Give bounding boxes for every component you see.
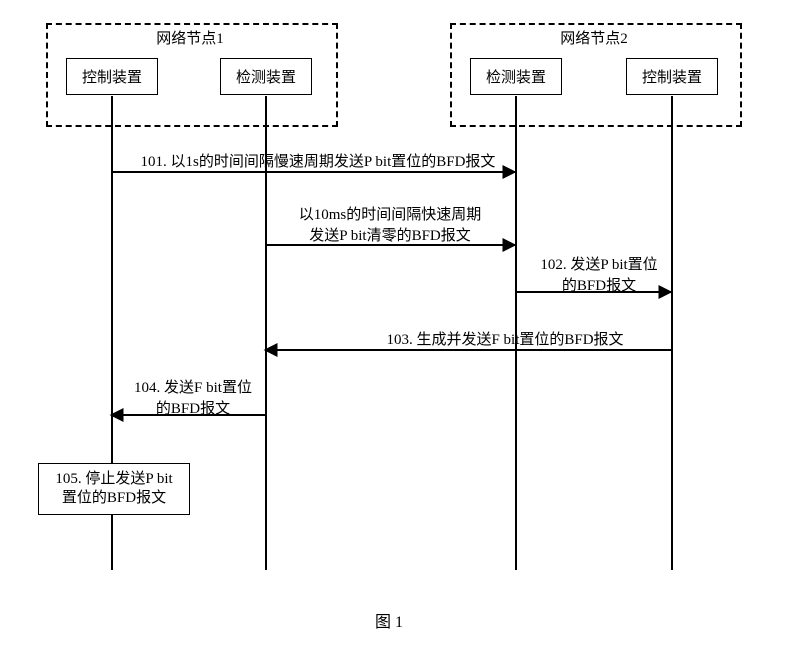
figure-caption: 图 1 bbox=[375, 608, 403, 632]
terminal-box-105: 105. 停止发送P bit 置位的BFD报文 bbox=[38, 463, 190, 515]
node2-detect-box: 检测装置 bbox=[470, 58, 562, 95]
node1-detect-box: 检测装置 bbox=[220, 58, 312, 95]
node1-title: 网络节点1 bbox=[46, 27, 334, 48]
label-m101: 101. 以1s的时间间隔慢速周期发送P bit置位的BFD报文 bbox=[118, 150, 518, 171]
label-m102: 102. 发送P bit置位 的BFD报文 bbox=[524, 253, 674, 295]
node2-title: 网络节点2 bbox=[450, 27, 738, 48]
label-m104: 104. 发送F bit置位 的BFD报文 bbox=[118, 376, 268, 418]
label-mfast: 以10ms的时间间隔快速周期 发送P bit清零的BFD报文 bbox=[280, 203, 500, 245]
diagram-canvas: 网络节点1 控制装置 检测装置 网络节点2 检测装置 控制装置 101. 以1s… bbox=[0, 0, 800, 652]
lifeline-n2-ctrl bbox=[671, 96, 673, 570]
node2-ctrl-box: 控制装置 bbox=[626, 58, 718, 95]
node1-ctrl-box: 控制装置 bbox=[66, 58, 158, 95]
label-m103: 103. 生成并发送F bit置位的BFD报文 bbox=[355, 328, 655, 349]
